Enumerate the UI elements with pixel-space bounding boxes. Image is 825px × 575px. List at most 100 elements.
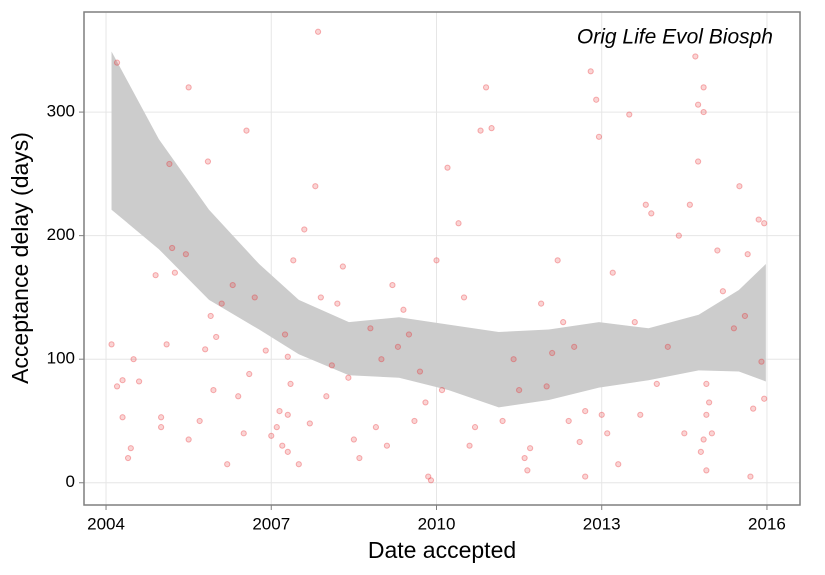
- data-point: [185, 84, 192, 91]
- data-point: [202, 346, 209, 353]
- data-point: [356, 454, 363, 462]
- data-point: [378, 356, 385, 363]
- data-point: [251, 294, 258, 301]
- data-point: [571, 343, 578, 350]
- data-point: [488, 125, 495, 132]
- data-point: [243, 127, 250, 134]
- data-point: [246, 370, 253, 378]
- data-point: [692, 53, 699, 60]
- data-point: [648, 210, 655, 217]
- data-point: [736, 183, 743, 190]
- data-point: [394, 343, 402, 350]
- data-point: [714, 247, 721, 254]
- data-point: [224, 461, 231, 468]
- data-point: [171, 269, 178, 276]
- data-point: [538, 300, 545, 307]
- data-point: [587, 68, 594, 75]
- data-point: [284, 448, 291, 455]
- data-point: [284, 353, 291, 360]
- data-point: [708, 430, 715, 437]
- data-point: [761, 395, 768, 402]
- data-point: [582, 407, 589, 415]
- data-point: [695, 158, 702, 165]
- data-point: [593, 96, 600, 103]
- data-point: [235, 393, 242, 400]
- data-point: [642, 201, 649, 208]
- data-point: [703, 380, 710, 388]
- data-point: [295, 461, 302, 468]
- data-point: [213, 333, 220, 341]
- data-point: [521, 454, 528, 462]
- data-point: [425, 473, 432, 480]
- data-point: [730, 325, 738, 332]
- data-point: [339, 263, 346, 270]
- data-point: [626, 111, 633, 118]
- data-point: [334, 300, 341, 307]
- data-point: [565, 417, 572, 425]
- annotation: Orig Life Evol Biosph: [577, 26, 773, 49]
- y-tick-label: 0: [66, 472, 75, 491]
- confidence-band: [111, 51, 766, 408]
- data-point: [422, 399, 429, 406]
- data-point: [185, 436, 192, 443]
- data-point: [400, 306, 407, 313]
- data-point: [108, 341, 115, 348]
- data-point: [761, 220, 768, 227]
- data-point: [719, 288, 726, 295]
- data-point: [182, 251, 189, 258]
- data-point: [700, 436, 707, 443]
- data-point: [350, 436, 357, 443]
- data-point: [653, 380, 660, 388]
- data-point: [427, 477, 435, 484]
- data-point: [163, 341, 170, 348]
- data-point: [631, 319, 638, 326]
- plot-layer: [84, 12, 800, 505]
- data-point: [383, 442, 391, 449]
- y-tick-label: 200: [47, 225, 75, 244]
- data-point: [130, 356, 137, 363]
- data-point: [598, 411, 605, 418]
- data-point: [664, 343, 671, 350]
- data-point: [290, 257, 297, 264]
- data-point: [169, 244, 176, 252]
- data-point: [576, 438, 583, 446]
- data-point: [516, 386, 523, 394]
- data-point: [560, 319, 567, 326]
- data-point: [554, 257, 561, 264]
- data-point: [741, 312, 749, 320]
- data-point: [703, 411, 710, 418]
- x-tick-label: 2007: [252, 514, 290, 533]
- data-point: [314, 28, 322, 35]
- data-point: [306, 420, 313, 427]
- data-point: [703, 467, 710, 474]
- data-point: [323, 393, 330, 400]
- data-point: [210, 386, 217, 394]
- data-point: [527, 445, 534, 452]
- data-point: [204, 158, 212, 165]
- data-point: [510, 356, 517, 363]
- data-point: [367, 325, 374, 332]
- data-point: [328, 362, 335, 369]
- data-point: [744, 251, 751, 258]
- data-point: [471, 424, 479, 431]
- data-point: [466, 442, 473, 449]
- data-point: [460, 294, 468, 301]
- x-axis-label: Date accepted: [368, 537, 516, 563]
- data-point: [389, 281, 396, 289]
- data-point: [317, 294, 324, 301]
- data-point: [477, 127, 484, 134]
- data-point: [433, 257, 440, 264]
- data-point: [582, 473, 589, 480]
- data-point: [273, 424, 280, 431]
- data-point: [158, 424, 165, 431]
- data-point: [345, 374, 352, 381]
- data-point: [455, 220, 462, 227]
- data-point: [152, 272, 159, 279]
- data-point: [595, 133, 603, 140]
- data-point: [281, 331, 289, 338]
- data-point: [124, 454, 132, 462]
- data-point: [609, 269, 616, 276]
- data-point: [276, 407, 283, 415]
